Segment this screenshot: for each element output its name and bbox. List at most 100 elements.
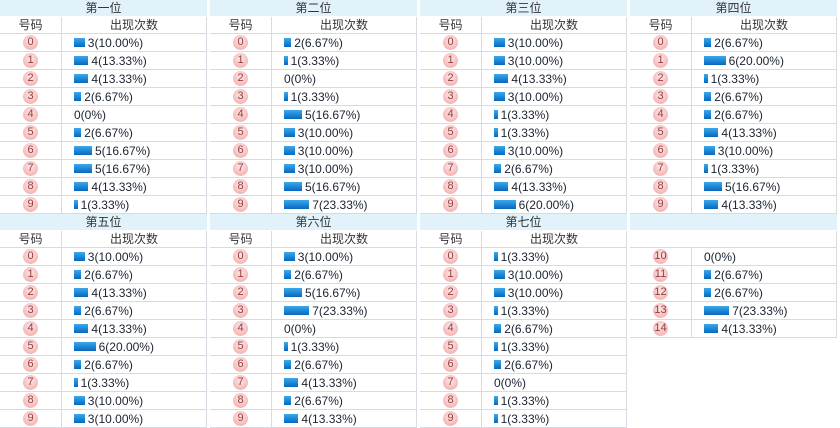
count-cell: 3(10.00%) [692, 144, 836, 158]
number-cell: 9 [210, 410, 272, 427]
frequency-bar [494, 342, 498, 351]
number-cell: 7 [420, 160, 482, 177]
table-row: 8 2(6.67%) [210, 392, 417, 410]
table-row: 6 2(6.67%) [0, 356, 207, 374]
count-cell: 4(13.33%) [482, 72, 626, 86]
number-badge: 6 [443, 143, 458, 158]
number-cell: 1 [420, 266, 482, 283]
number-badge: 4 [233, 321, 248, 336]
number-badge: 0 [443, 35, 458, 50]
number-badge: 3 [23, 89, 38, 104]
frequency-bar [284, 306, 310, 315]
count-cell: 5(16.67%) [272, 286, 416, 300]
count-column-header: 出现次数 [319, 18, 368, 32]
number-badge: 5 [23, 125, 38, 140]
frequency-value: 1(3.33%) [290, 89, 340, 104]
number-badge: 1 [443, 267, 458, 282]
frequency-value: 4(13.33%) [91, 179, 147, 194]
count-cell: 2(6.67%) [692, 268, 836, 282]
count-cell: 0(0%) [62, 108, 206, 122]
position-panel: 第四位 号码 出现次数 0 2(6.67%) 1 6(20.00%) 2 1(3.33%) 3 2(… [630, 0, 840, 214]
count-cell: 1(3.33%) [62, 376, 206, 390]
table-row: 8 4(13.33%) [420, 178, 627, 196]
count-cell: 2(6.67%) [272, 358, 416, 372]
count-cell: 5(16.67%) [272, 108, 416, 122]
number-badge: 3 [443, 89, 458, 104]
number-cell: 6 [630, 142, 692, 159]
number-cell: 0 [210, 34, 272, 51]
table-row: 13 7(23.33%) [630, 302, 837, 320]
frequency-bar [494, 360, 502, 369]
number-badge: 9 [23, 197, 38, 212]
frequency-value: 3(10.00%) [717, 143, 774, 158]
number-badge: 7 [443, 161, 458, 176]
count-cell: 3(10.00%) [482, 268, 626, 282]
table-row: 0 1(3.33%) [420, 248, 627, 266]
number-cell: 9 [420, 196, 482, 213]
number-cell: 3 [210, 88, 272, 105]
frequency-value: 3(10.00%) [297, 143, 354, 158]
count-cell: 1(3.33%) [692, 162, 836, 176]
panel-title: 第三位 [420, 0, 627, 16]
table-row: 5 1(3.33%) [420, 338, 627, 356]
number-badge: 4 [443, 321, 458, 336]
count-cell: 3(10.00%) [62, 36, 206, 50]
table-header-row: 号码 出现次数 [210, 231, 417, 248]
table-row: 0 3(10.00%) [420, 34, 627, 52]
count-cell: 0(0%) [272, 322, 416, 336]
frequency-bar [74, 38, 85, 47]
frequency-value: 4(13.33%) [511, 179, 567, 194]
number-cell: 8 [210, 392, 272, 409]
number-badge: 6 [443, 357, 458, 372]
table-row: 4 0(0%) [210, 320, 417, 338]
frequency-table: 第一位 号码 出现次数 0 3(10.00%) 1 4(13.33%) 2 4(13.33%) 3… [0, 0, 207, 214]
position-panel: 第七位 号码 出现次数 0 1(3.33%) 1 3(10.00%) 2 3(10.00%) 3 1… [420, 214, 630, 428]
frequency-bar [284, 288, 302, 297]
frequency-bar [284, 414, 299, 423]
frequency-bar [494, 288, 505, 297]
number-cell: 6 [210, 142, 272, 159]
frequency-value: 1(3.33%) [500, 249, 550, 264]
count-cell: 3(10.00%) [62, 394, 206, 408]
panel-title: 第四位 [630, 0, 837, 16]
table-row: 3 2(6.67%) [630, 88, 837, 106]
table-row: 5 3(10.00%) [210, 124, 417, 142]
frequency-bar [704, 128, 719, 137]
table-row: 8 4(13.33%) [0, 178, 207, 196]
frequency-bar [284, 270, 292, 279]
number-badge: 3 [233, 303, 248, 318]
number-cell: 14 [630, 320, 692, 337]
table-row: 9 4(13.33%) [630, 196, 837, 214]
table-row: 9 4(13.33%) [210, 410, 417, 428]
frequency-value: 3(10.00%) [87, 35, 144, 50]
number-cell: 12 [630, 284, 692, 301]
frequency-bar [704, 146, 715, 155]
table-row: 0 2(6.67%) [210, 34, 417, 52]
frequency-bar [704, 38, 712, 47]
count-cell: 5(16.67%) [62, 144, 206, 158]
table-row: 5 4(13.33%) [630, 124, 837, 142]
number-cell: 8 [0, 392, 62, 409]
number-badge: 4 [23, 321, 38, 336]
table-row: 9 1(3.33%) [420, 410, 627, 428]
frequency-value: 2(6.67%) [84, 267, 133, 282]
frequency-value: 4(13.33%) [91, 321, 147, 336]
count-cell: 0(0%) [482, 376, 626, 390]
number-badge: 12 [653, 285, 668, 300]
count-cell: 2(6.67%) [62, 126, 206, 140]
number-badge: 0 [443, 249, 458, 264]
frequency-value: 2(6.67%) [294, 35, 343, 50]
count-cell: 4(13.33%) [62, 72, 206, 86]
number-cell: 8 [210, 178, 272, 195]
table-row: 3 1(3.33%) [210, 88, 417, 106]
table-row: 7 1(3.33%) [630, 160, 837, 178]
panel-title: 第一位 [0, 0, 207, 16]
number-cell: 7 [630, 160, 692, 177]
count-cell: 1(3.33%) [482, 394, 626, 408]
count-cell: 1(3.33%) [692, 72, 836, 86]
number-cell: 2 [420, 284, 482, 301]
frequency-value: 2(6.67%) [714, 267, 763, 282]
number-cell: 10 [630, 248, 692, 265]
frequency-value: 6(20.00%) [518, 197, 574, 212]
count-cell: 2(6.67%) [62, 90, 206, 104]
